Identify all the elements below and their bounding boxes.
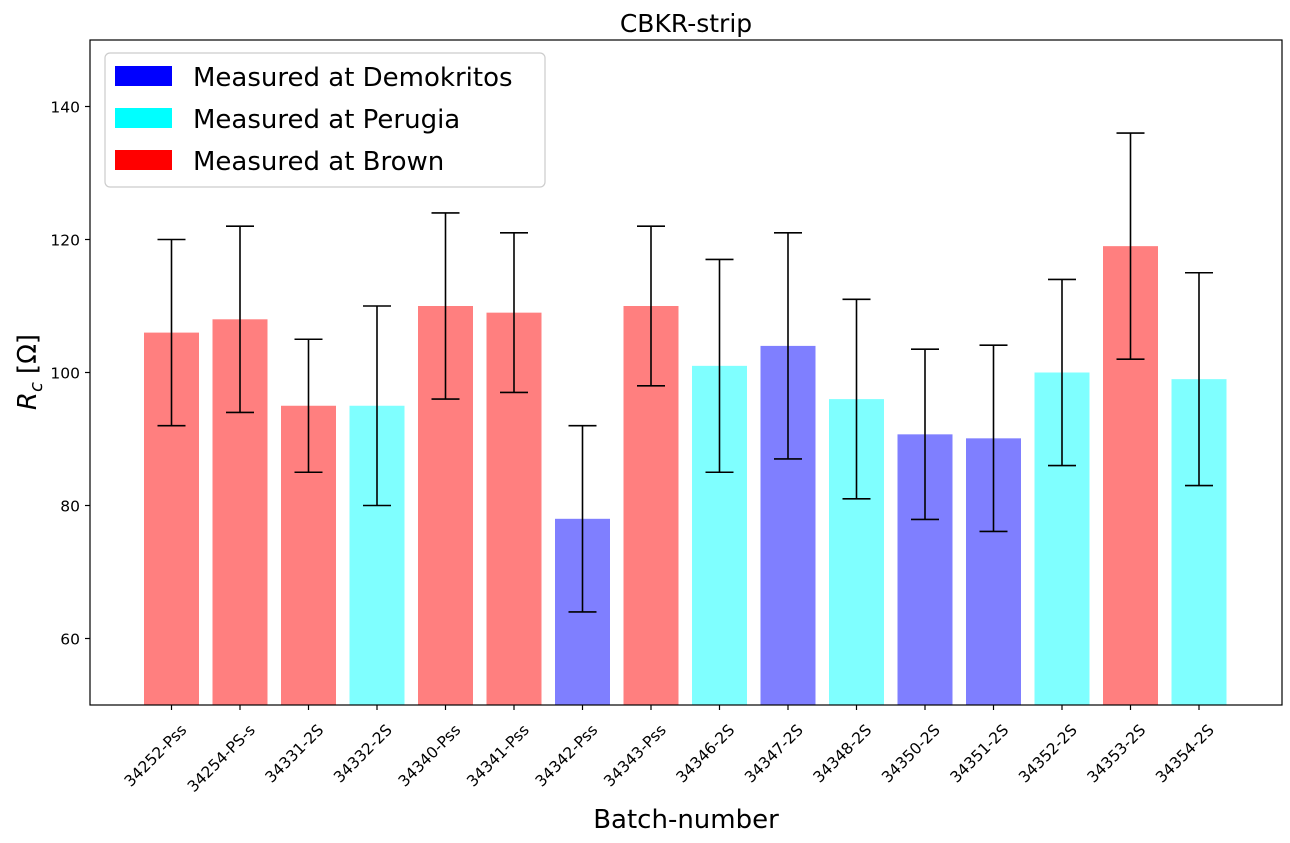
legend-swatch-demokritos: [115, 66, 172, 86]
error-bar-34332-2S: [363, 305, 391, 507]
error-bar-34331-2S: [294, 338, 323, 474]
error-bar-34342-Pss: [568, 424, 597, 613]
error-bar-34353-2S: [1116, 132, 1145, 361]
x-tick-label-34340-Pss: 34340-Pss: [395, 721, 464, 790]
x-tick-label-34331-2S: 34331-2S: [262, 721, 327, 786]
x-tick-label-34346-2S: 34346-2S: [673, 721, 738, 786]
legend-swatch-perugia: [115, 108, 172, 128]
x-tick-label-34347-2S: 34347-2S: [741, 721, 806, 786]
chart-title: CBKR-strip: [620, 9, 752, 38]
y-tick-label-120: 120: [50, 232, 80, 250]
legend: Measured at Demokritos Measured at Perugi…: [104, 52, 546, 188]
y-tick-label-100: 100: [50, 365, 80, 383]
x-tick-label-34343-Pss: 34343-Pss: [600, 721, 669, 790]
error-bar-34350-2S: [911, 348, 939, 521]
bars-group: [144, 246, 1227, 705]
error-bar-34354-2S: [1185, 271, 1213, 487]
y-tick-label-80: 80: [60, 498, 80, 516]
x-tick-label-34353-2S: 34353-2S: [1084, 721, 1149, 786]
x-axis-label: Batch-number: [593, 805, 779, 835]
error-bar-34340-Pss: [431, 212, 460, 400]
y-axis: 60 80 100 120 140: [50, 99, 90, 649]
error-bar-34352-2S: [1048, 278, 1076, 467]
error-bar-34343-Pss: [637, 225, 665, 387]
legend-label-brown: Measured at Brown: [193, 147, 444, 177]
x-tick-label-34352-2S: 34352-2S: [1015, 721, 1080, 786]
legend-label-perugia: Measured at Perugia: [193, 105, 460, 135]
error-bar-34351-2S: [979, 344, 1008, 533]
x-tick-label-34354-2S: 34354-2S: [1152, 721, 1217, 786]
legend-swatch-brown: [115, 150, 172, 170]
error-bar-34252-Pss: [157, 238, 186, 427]
y-axis-label-sub: c: [26, 382, 47, 392]
x-tick-label-34350-2S: 34350-2S: [878, 721, 943, 786]
svg-text:Rc[Ω]: Rc [Ω]: [13, 334, 47, 410]
error-bar-34341-Pss: [500, 232, 528, 394]
legend-label-demokritos: Measured at Demokritos: [193, 63, 513, 93]
y-axis-label: Rc [Ω]: [13, 334, 47, 410]
error-bar-34346-2S: [705, 258, 734, 474]
y-tick-label-140: 140: [50, 99, 80, 117]
x-tick-label-34332-2S: 34332-2S: [330, 721, 395, 786]
x-tick-label-34252-Pss: 34252-Pss: [121, 721, 190, 790]
error-bar-34254-PS-s: [226, 225, 254, 414]
x-tick-label-34342-Pss: 34342-Pss: [532, 721, 601, 790]
y-axis-label-main: R: [13, 392, 43, 410]
x-tick-label-34348-2S: 34348-2S: [810, 721, 875, 786]
error-bar-34347-2S: [774, 232, 802, 460]
x-tick-label-34351-2S: 34351-2S: [947, 721, 1012, 786]
y-tick-label-60: 60: [60, 631, 80, 649]
legend-frame: [104, 52, 546, 188]
x-tick-label-34254-PS-s: 34254-PS-s: [184, 721, 259, 796]
error-bars-group: [157, 132, 1213, 613]
y-axis-label-unit: [Ω]: [13, 334, 43, 374]
error-bar-34348-2S: [842, 298, 871, 500]
x-tick-label-34341-Pss: 34341-Pss: [463, 721, 532, 790]
